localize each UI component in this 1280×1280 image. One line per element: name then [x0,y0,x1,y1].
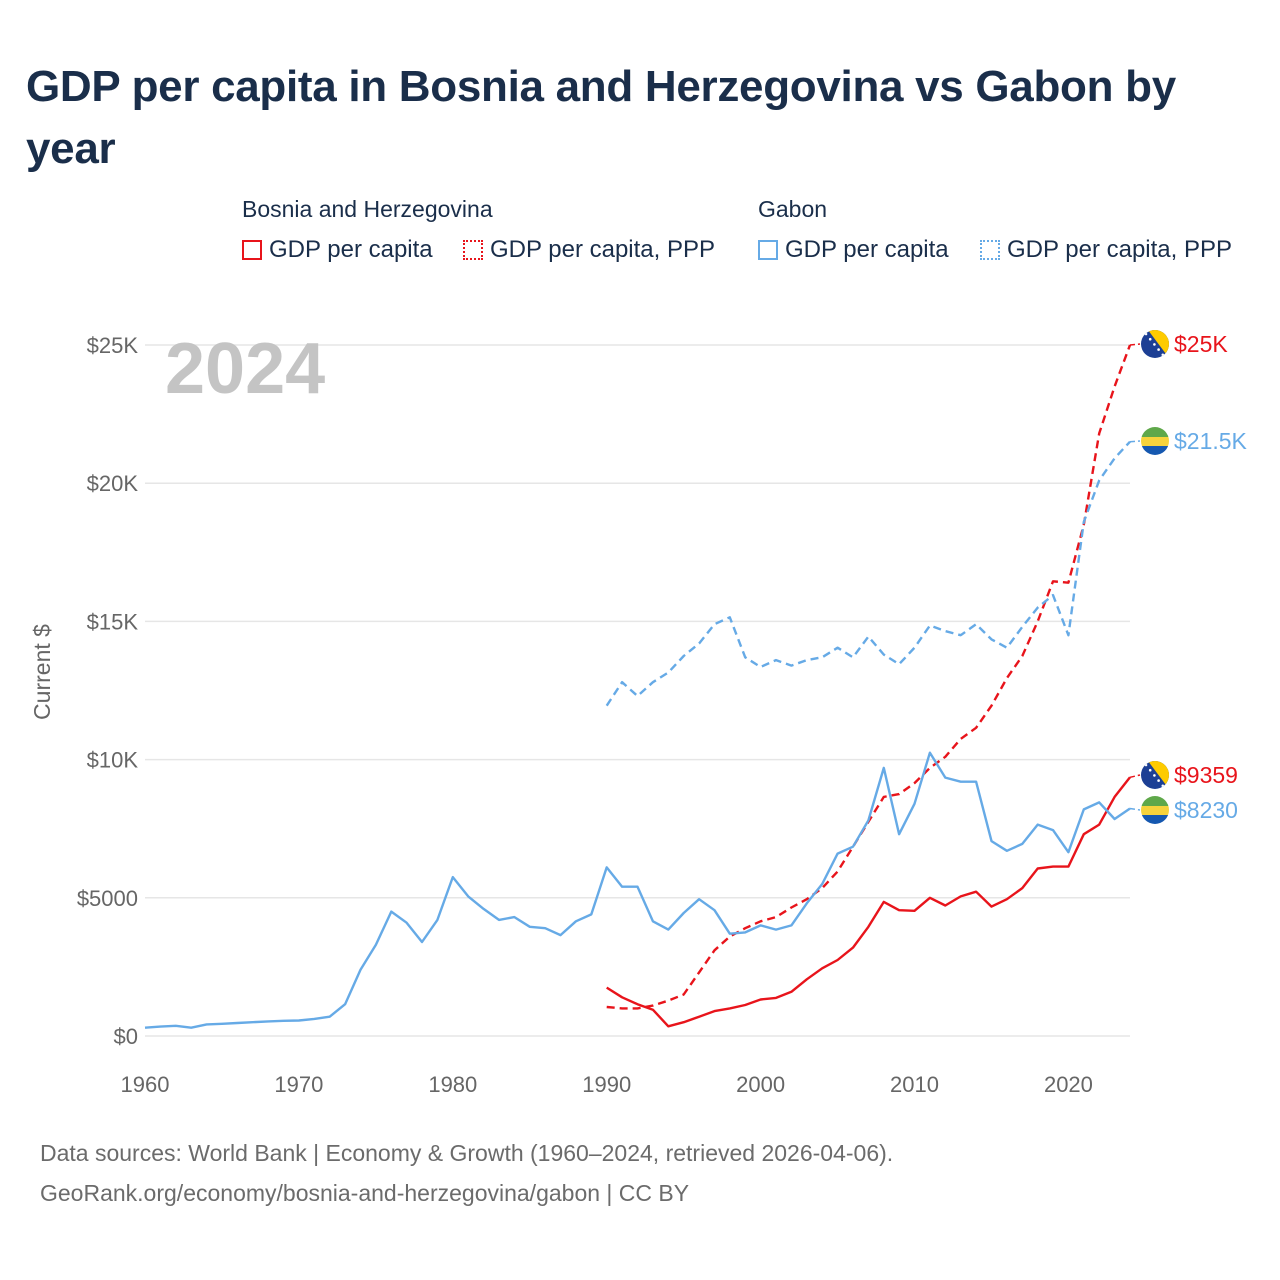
end-value-label: $9359 [1174,762,1238,788]
y-axis-label: Current $ [29,624,55,720]
year-watermark: 2024 [165,329,325,409]
bih-gdp-line [606,776,1131,1028]
legend-swatch-solid [758,240,778,260]
x-tick-label: 2010 [890,1072,939,1097]
gabon-flag-icon [1141,796,1169,824]
footer-link[interactable]: GeoRank.org/economy/bosnia-and-herzegovi… [40,1180,690,1206]
legend-label: GDP per capita [269,236,433,263]
y-tick-label: $15K [87,609,139,634]
legend-item-bih-gdp[interactable]: GDP per capita [242,236,433,264]
legend-item-gabon-ppp[interactable]: GDP per capita, PPP [980,236,1232,264]
y-tick-label: $20K [87,471,139,496]
legend-label: GDP per capita, PPP [1007,236,1232,263]
end-labels: $9359 $25K $8230 $21.5K [1129,330,1248,824]
legend-label: GDP per capita, PPP [490,236,715,263]
series-lines [144,344,1132,1029]
x-tick-label: 2020 [1044,1072,1093,1097]
end-value-label: $25K [1174,331,1228,357]
y-tick-label: $5000 [77,886,138,911]
page-title: GDP per capita in Bosnia and Herzegovina… [26,62,1176,173]
legend-group-bih: Bosnia and Herzegovina [242,196,493,222]
end-connector [1129,343,1141,346]
x-tick-label: 1960 [121,1072,170,1097]
legend-item-bih-ppp[interactable]: GDP per capita, PPP [463,236,715,264]
bih-flag-icon [1141,761,1169,789]
legend-swatch-dotted [463,240,483,260]
bih-flag-icon [1141,330,1169,358]
x-tick-label: 2000 [736,1072,785,1097]
end-value-label: $8230 [1174,797,1238,823]
y-tick-label: $10K [87,748,139,773]
end-connector [1129,440,1141,443]
legend-item-gabon-gdp[interactable]: GDP per capita [758,236,949,264]
y-tick-label: $25K [87,333,139,358]
x-tick-label: 1990 [582,1072,631,1097]
legend-label: GDP per capita [785,236,949,263]
gabon-flag-icon [1141,427,1169,455]
x-tick-label: 1970 [274,1072,323,1097]
end-connector [1129,774,1141,779]
gabon-gdp-line [144,751,1131,1029]
legend-group-gabon: Gabon [758,196,828,222]
legend-swatch-dotted [980,240,1000,260]
x-axis-ticks: 1960 1970 1980 1990 2000 2010 2020 [121,1072,1093,1097]
legend-swatch-solid [242,240,262,260]
gabon-ppp-line [605,440,1131,707]
x-tick-label: 1980 [428,1072,477,1097]
end-value-label: $21.5K [1174,428,1248,454]
gridlines [145,344,1130,1037]
footer-source: Data sources: World Bank | Economy & Gro… [40,1140,894,1166]
y-axis-ticks: $0 $5000 $10K $15K $20K $25K [77,333,139,1049]
end-connector [1129,807,1141,811]
bih-ppp-line [606,344,1132,1010]
y-tick-label: $0 [114,1024,138,1049]
